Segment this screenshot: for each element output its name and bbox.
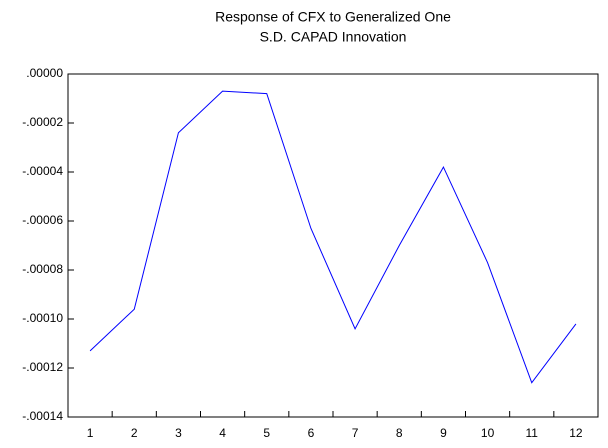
x-tick-label: 9 bbox=[440, 426, 447, 440]
x-tick-label: 10 bbox=[481, 426, 495, 440]
y-tick-label: -.00006 bbox=[22, 213, 63, 227]
y-tick-label: -.00004 bbox=[22, 164, 63, 178]
x-tick-label: 5 bbox=[263, 426, 270, 440]
x-tick-label: 4 bbox=[219, 426, 226, 440]
y-tick-label: -.00008 bbox=[22, 262, 63, 276]
x-tick-label: 2 bbox=[131, 426, 138, 440]
x-tick-label: 6 bbox=[308, 426, 315, 440]
y-tick-label: .00000 bbox=[26, 66, 63, 80]
y-tick-label: -.00010 bbox=[22, 311, 63, 325]
x-tick-label: 8 bbox=[396, 426, 403, 440]
x-tick-label: 12 bbox=[569, 426, 583, 440]
chart-subtitle: S.D. CAPAD Innovation bbox=[260, 29, 407, 45]
x-tick-label: 3 bbox=[175, 426, 182, 440]
y-tick-label: -.00012 bbox=[22, 360, 63, 374]
x-tick-label: 11 bbox=[526, 426, 539, 440]
chart-title: Response of CFX to Generalized One bbox=[215, 9, 451, 25]
data-line bbox=[89, 90, 577, 384]
x-tick-label: 7 bbox=[352, 426, 359, 440]
y-tick-label: -.00014 bbox=[22, 409, 63, 423]
x-tick-label: 1 bbox=[87, 426, 94, 440]
y-tick-label: -.00002 bbox=[22, 115, 63, 129]
